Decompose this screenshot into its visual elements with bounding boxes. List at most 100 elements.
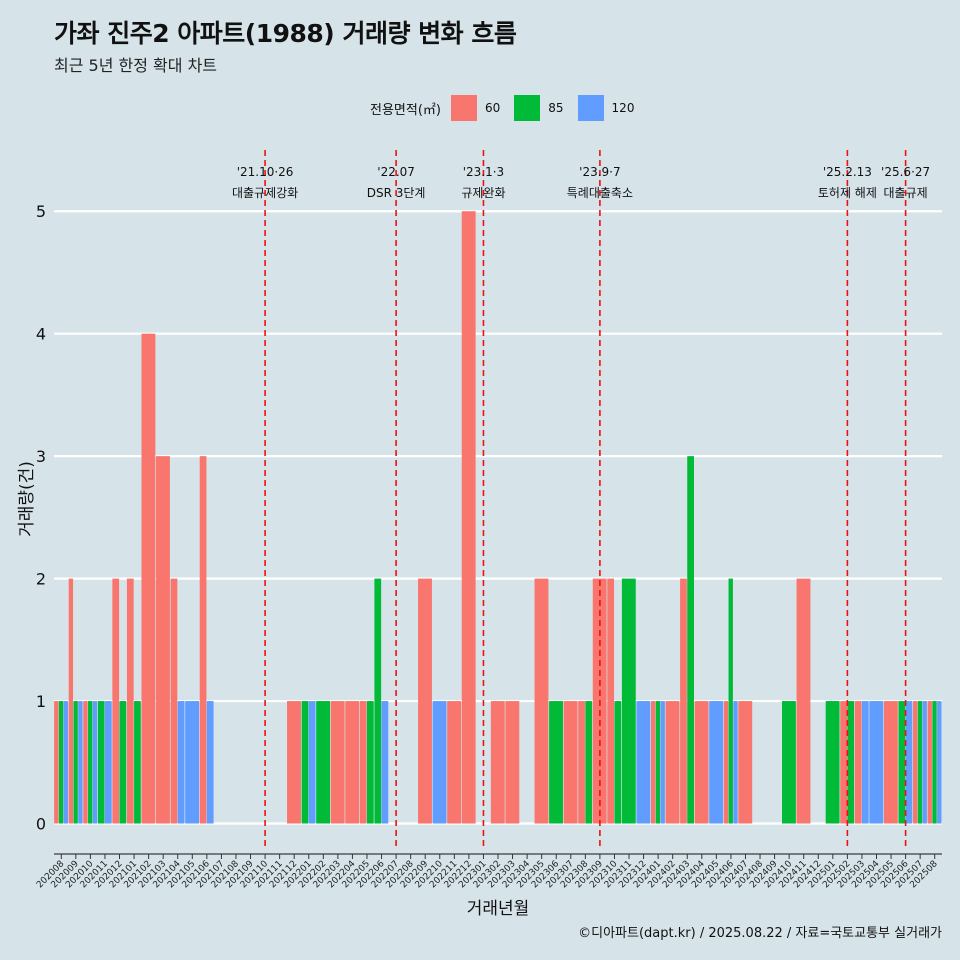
bar-60-202012	[112, 578, 120, 824]
bar-60-202104	[170, 578, 178, 824]
event-label-202207: DSR 3단계	[367, 186, 426, 200]
bar-60-202106	[199, 456, 207, 824]
bar-120-202008	[63, 701, 69, 824]
bar-60-202101	[126, 578, 134, 824]
event-date-202309: '23.9·7	[579, 165, 620, 179]
x-axis-title: 거래년월	[467, 899, 530, 919]
bar-60-202008	[54, 701, 59, 824]
legend-item-60: 60	[450, 95, 510, 121]
event-date-202506: '25.6·27	[881, 165, 930, 179]
bar-60-202401	[650, 701, 656, 824]
bar-60-202205	[359, 701, 367, 824]
bar-85-202403	[687, 456, 694, 824]
legend-label-60: 60	[484, 101, 501, 115]
bar-120-202507	[922, 701, 927, 824]
bar-85-202401	[655, 701, 661, 824]
bar-60-202103	[156, 456, 170, 824]
bar-85-202206	[374, 578, 382, 824]
y-tick-label: 3	[36, 447, 46, 466]
bar-120-202201	[308, 701, 316, 824]
legend-swatch-85	[514, 95, 541, 121]
bar-60-202402	[665, 701, 680, 824]
bar-120-202504	[869, 701, 884, 824]
bar-85-202506	[898, 701, 906, 824]
legend-swatch-60	[450, 95, 477, 121]
bar-60-202209	[418, 578, 432, 824]
caption: ©디아파트(dapt.kr) / 2025.08.22 / 자료=국토교통부 실…	[578, 926, 942, 941]
bar-120-202401	[660, 701, 665, 824]
bar-85-202501	[825, 701, 840, 824]
bar-60-202302	[490, 701, 505, 824]
bar-120-202508	[937, 701, 942, 824]
bar-60-202010	[83, 701, 88, 824]
bar-120-202106	[206, 701, 214, 824]
legend-title: 전용면적(㎡)	[370, 102, 441, 118]
bar-120-202009	[78, 701, 83, 824]
bar-120-202503	[861, 701, 869, 824]
event-label-202110: 대출규제강화	[232, 186, 298, 200]
bar-85-202311	[621, 578, 636, 824]
bar-60-202407	[738, 701, 753, 824]
bar-60-202212	[461, 211, 476, 824]
bar-60-202310	[607, 578, 615, 824]
bar-60-202411	[796, 578, 811, 824]
event-label-202301: 규제완화	[461, 186, 505, 200]
bar-85-202202	[316, 701, 331, 824]
bar-60-202204	[345, 701, 360, 824]
bar-120-202010	[92, 701, 98, 824]
event-date-202301: '23.1·3	[463, 165, 504, 179]
y-tick-label: 2	[36, 570, 46, 589]
bar-60-202503	[854, 701, 862, 824]
legend-label-85: 85	[548, 101, 564, 115]
y-tick-label: 4	[36, 325, 46, 344]
bar-60-202009	[68, 578, 74, 824]
bar-60-202307	[563, 701, 578, 824]
legend: 전용면적(㎡) 60 85 120	[370, 94, 648, 122]
bar-85-202508	[932, 701, 937, 824]
bar-120-202312	[636, 701, 651, 824]
y-axis-title: 거래량(건)	[17, 461, 37, 537]
bar-60-202507	[913, 701, 918, 824]
bar-120-202405	[709, 701, 724, 824]
legend-item-120: 120	[577, 95, 645, 121]
bar-85-202410	[782, 701, 796, 824]
event-date-202502: '25.2.13	[823, 165, 872, 179]
bar-60-202404	[694, 701, 709, 824]
event-label-202309: 특례대출축소	[567, 186, 633, 200]
bar-60-202308	[578, 701, 585, 824]
bar-120-202105	[185, 701, 200, 824]
bar-85-202205	[366, 701, 374, 824]
legend-label-120: 120	[611, 101, 635, 115]
bar-85-202310	[614, 701, 622, 824]
bar-60-202203	[330, 701, 345, 824]
bar-85-202008	[58, 701, 64, 824]
bar-85-202012	[119, 701, 127, 824]
chart-subtitle: 최근 5년 한정 확대 차트	[54, 56, 218, 75]
bar-60-202303	[505, 701, 520, 824]
bar-85-202201	[301, 701, 309, 824]
bar-60-202403	[680, 578, 687, 824]
legend-swatch-120	[577, 95, 604, 121]
chart-title: 가좌 진주2 아파트(1988) 거래량 변화 흐름	[54, 19, 517, 48]
bar-85-202502	[847, 701, 855, 824]
bar-85-202308	[585, 701, 593, 824]
y-tick-label: 0	[36, 815, 46, 834]
bar-85-202010	[88, 701, 93, 824]
bar-120-202206	[381, 701, 389, 824]
bar-120-202104	[177, 701, 185, 824]
bar-60-202502	[840, 701, 847, 824]
bar-85-202306	[549, 701, 563, 824]
event-label-202506: 대출규제	[884, 186, 928, 200]
bar-120-202011	[104, 701, 112, 824]
bar-85-202009	[73, 701, 78, 824]
bar-85-202011	[97, 701, 105, 824]
bar-60-202508	[927, 701, 932, 824]
event-label-202502: 토허제 해제	[818, 186, 877, 200]
bar-120-202406	[733, 701, 738, 824]
event-date-202110: '21.10·26	[237, 165, 294, 179]
event-date-202207: '22.07	[377, 165, 415, 179]
bar-120-202506	[905, 701, 913, 824]
bar-60-202505	[883, 701, 898, 824]
bar-85-202101	[134, 701, 141, 824]
